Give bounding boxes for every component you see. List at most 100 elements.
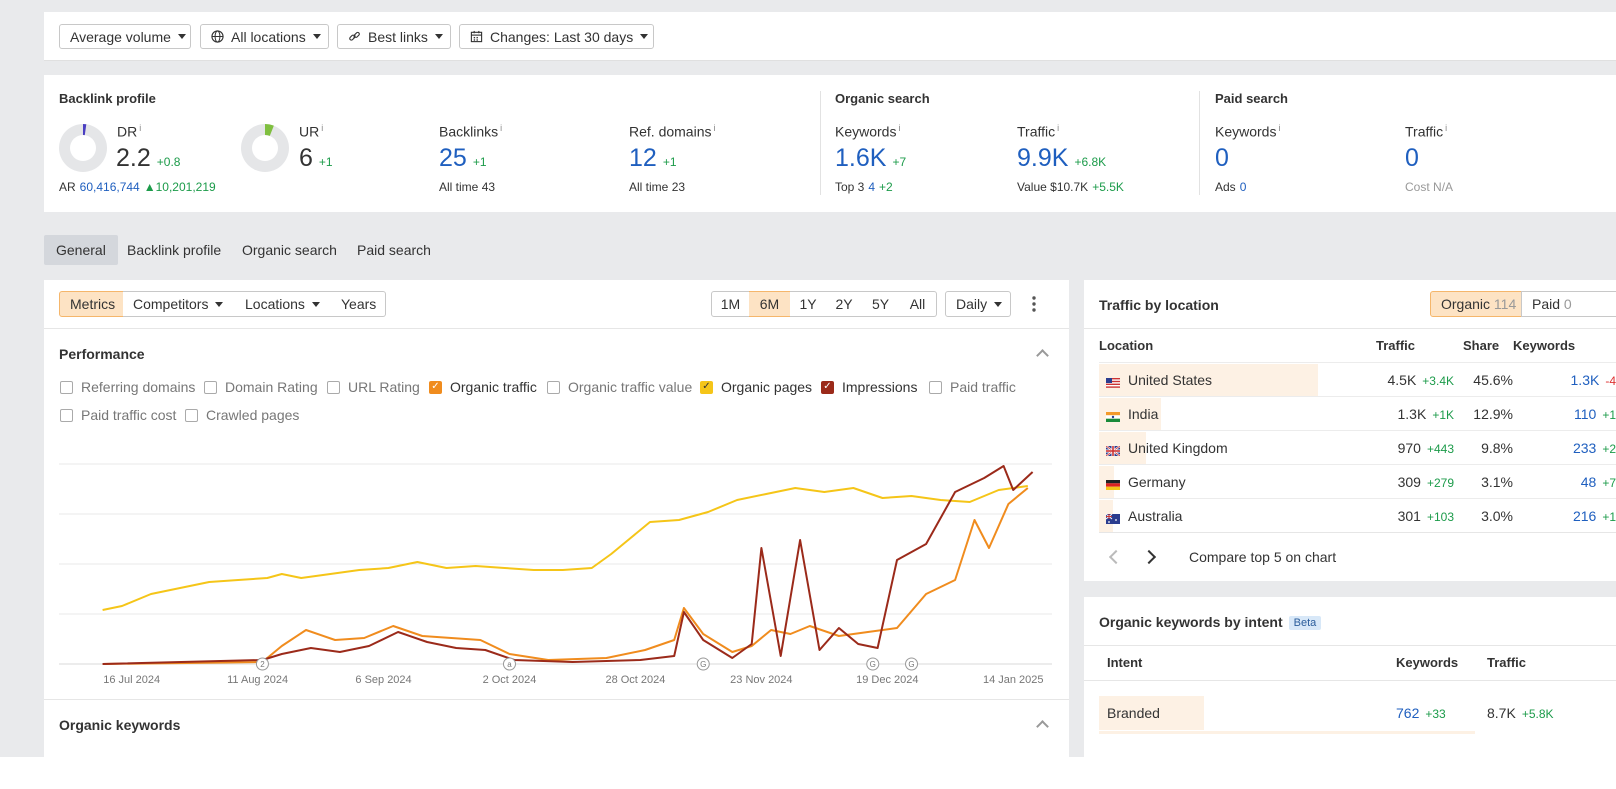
paid-keywords-value[interactable]: 0 [1215,144,1229,172]
paid-traffic-label[interactable]: Traffic i [1405,123,1448,140]
more-options-icon[interactable] [1026,294,1042,314]
years-button[interactable]: Years [331,291,386,317]
organic-toggle[interactable]: Organic 114 [1430,291,1522,317]
column-keywords[interactable]: Keywords [1513,338,1576,353]
range-1y-button[interactable]: 1Y [790,291,827,317]
column-keywords[interactable]: Keywords [1396,655,1459,670]
range-all-button[interactable]: All [899,291,937,317]
backlinks-value[interactable]: 25 +1 [439,144,487,172]
location-keywords[interactable]: 216 +1 [1572,508,1616,524]
ur-label[interactable]: UR i [299,123,324,140]
column-share[interactable]: Share [1463,338,1500,353]
links-dropdown[interactable]: Best links [337,24,451,49]
checkbox-organic-pages[interactable]: ✓ Organic pages [700,379,812,395]
series-line-organic-traffic [102,487,1029,665]
checkbox-url-rating[interactable]: URL Rating [327,379,420,395]
organic-traffic-value[interactable]: 9.9K +6.8K [1017,144,1107,172]
intent-branded-label: Branded [1107,705,1160,721]
prev-page-icon[interactable] [1108,549,1124,565]
info-icon[interactable]: i [898,123,901,133]
locations-dropdown[interactable]: All locations [200,24,329,49]
location-row[interactable]: United States 4.5K +3.4K 45.6% 1.3K -4 [1099,362,1616,396]
chart-annotation-marker[interactable]: a [502,657,516,671]
checkbox-impressions[interactable]: ✓ Impressions [821,379,917,395]
checkbox-organic-traffic[interactable]: ✓ Organic traffic [429,379,537,395]
ads-value[interactable]: 0 [1239,180,1247,194]
location-name[interactable]: Germany [1128,474,1186,490]
location-name[interactable]: United Kingdom [1128,440,1228,456]
ref-domains-label[interactable]: Ref. domains i [629,123,716,140]
chart-annotation-marker[interactable]: G [696,657,710,671]
location-keywords[interactable]: 110 +1 [1573,406,1616,422]
info-icon[interactable]: i [321,123,324,133]
backlinks-label[interactable]: Backlinks i [439,123,503,140]
location-name[interactable]: Australia [1128,508,1183,524]
column-traffic[interactable]: Traffic [1376,338,1416,353]
locations-chart-dropdown[interactable]: Locations [235,291,332,317]
checkbox-box [185,408,198,422]
interval-dropdown[interactable]: Daily [945,291,1011,317]
location-name[interactable]: United States [1128,372,1213,388]
checkbox-crawled-pages[interactable]: Crawled pages [185,407,299,423]
range-1m-button[interactable]: 1M [711,291,750,317]
location-name[interactable]: India [1128,406,1159,422]
ar-value[interactable]: 60,416,744 [79,180,140,194]
compare-top5-link[interactable]: Compare top 5 on chart [1189,549,1337,565]
paid-keywords-label[interactable]: Keywords i [1215,123,1281,140]
info-icon[interactable]: i [139,123,142,133]
performance-chart[interactable]: 16 Jul 2024 11 Aug 2024 6 Sep 2024 2 Oct 20… [44,440,1069,690]
location-row[interactable]: Germany 309 +279 3.1% 48 +7 [1099,464,1616,498]
info-icon[interactable]: i [1057,123,1060,133]
location-keywords[interactable]: 233 +2 [1572,440,1616,456]
tab-organic-search[interactable]: Organic search [242,242,337,258]
range-6m-button[interactable]: 6M [749,291,791,317]
organic-keywords-label[interactable]: Keywords i [835,123,901,140]
metrics-button[interactable]: Metrics [59,291,124,317]
tab-paid-search[interactable]: Paid search [357,242,431,258]
checkbox-paid-traffic-cost[interactable]: Paid traffic cost [60,407,176,423]
top3-value[interactable]: 4 [868,180,876,194]
info-icon[interactable]: i [713,123,716,133]
intent-bar [1099,696,1204,730]
next-page-icon[interactable] [1141,549,1157,565]
column-intent[interactable]: Intent [1107,655,1143,670]
location-row[interactable]: Australia 301 +103 3.0% 216 +1 [1099,498,1616,532]
checkbox-box [204,380,217,394]
checkbox-organic-traffic-value[interactable]: Organic traffic value [547,379,692,395]
chart-annotation-marker[interactable]: 2 [255,657,269,671]
location-row[interactable]: United Kingdom 970 +443 9.8% 233 +2 [1099,430,1616,464]
info-icon[interactable]: i [1445,123,1448,133]
tab-backlink-profile[interactable]: Backlink profile [127,242,222,258]
info-icon[interactable]: i [1278,123,1281,133]
annotation-label: a [507,660,512,669]
range-2y-button[interactable]: 2Y [826,291,863,317]
organic-traffic-label[interactable]: Traffic i [1017,123,1060,140]
collapse-chevron-icon[interactable] [1036,349,1049,362]
tab-general[interactable]: General [44,235,118,265]
annotation-circle [696,657,710,671]
intent-branded-keywords[interactable]: 762 +33 [1396,705,1446,721]
dr-label[interactable]: DR i [117,123,142,140]
changes-dropdown[interactable]: Changes: Last 30 days [459,24,654,49]
location-keywords[interactable]: 48 +7 [1580,474,1616,490]
chart-annotation-marker[interactable]: G [866,657,880,671]
dr-donut-fill [82,124,87,136]
organic-keywords-value[interactable]: 1.6K +7 [835,144,907,172]
checkbox-domain-rating[interactable]: Domain Rating [204,379,318,395]
paid-traffic-value[interactable]: 0 [1405,144,1419,172]
checkbox-paid-traffic[interactable]: Paid traffic [929,379,1016,395]
info-icon[interactable]: i [500,123,503,133]
collapse-chevron-icon[interactable] [1036,720,1049,733]
column-location[interactable]: Location [1099,338,1154,353]
location-row[interactable]: India 1.3K +1K 12.9% 110 +1 [1099,396,1616,430]
annotation-label: 2 [260,660,265,669]
column-traffic[interactable]: Traffic [1487,655,1527,670]
location-keywords[interactable]: 1.3K -4 [1570,372,1616,388]
competitors-dropdown[interactable]: Competitors [123,291,236,317]
checkbox-referring-domains[interactable]: Referring domains [60,379,195,395]
chart-annotation-marker[interactable]: G [905,657,919,671]
ref-domains-value[interactable]: 12 +1 [629,144,677,172]
volume-dropdown[interactable]: Average volume [59,24,191,49]
paid-toggle[interactable]: Paid 0 [1521,291,1616,317]
range-5y-button[interactable]: 5Y [862,291,900,317]
